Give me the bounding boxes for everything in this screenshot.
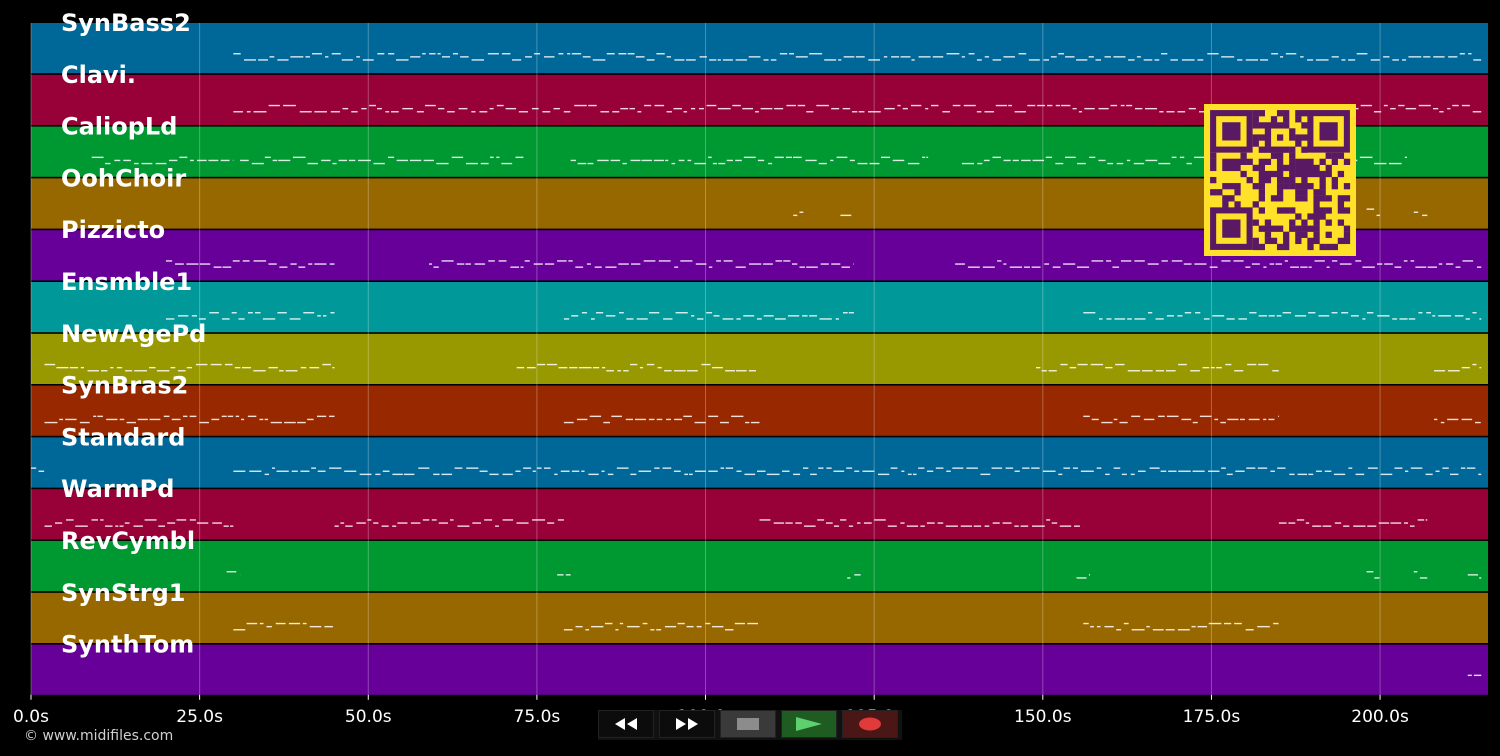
track-label: Pizzicto (61, 216, 165, 244)
play-button[interactable] (781, 710, 837, 738)
time-gridlines (30, 23, 1381, 695)
note-segment (226, 571, 241, 576)
note-segment (847, 574, 861, 579)
stop-icon (737, 718, 759, 730)
note-segment (793, 211, 804, 217)
note-segment (955, 260, 1482, 268)
note-segment (1036, 363, 1279, 372)
tick-label: 200.0s (1351, 707, 1409, 727)
track-lane (31, 489, 1488, 540)
fast-forward-icon (676, 718, 698, 730)
note-segment (428, 260, 854, 268)
track-lane (31, 385, 1488, 436)
note-segment (240, 156, 524, 165)
note-segment (31, 467, 45, 472)
track-lane (31, 333, 1488, 384)
transport-controls (598, 710, 902, 740)
note-segment (1366, 208, 1381, 217)
note-segment (165, 312, 335, 320)
note-segment (759, 519, 1080, 527)
track-label: SynBass2 (61, 9, 191, 37)
note-segment (165, 260, 335, 268)
note-segment (1434, 363, 1482, 372)
note-segment (44, 363, 335, 372)
track-labels: SynBass2 Clavi. CaliopLd OohChoir Pizzicto En… (61, 9, 206, 659)
track-label: Standard (61, 423, 185, 451)
note-segment (233, 467, 1482, 476)
track-label: Ensmble1 (61, 268, 192, 296)
note-segment (1467, 674, 1482, 677)
tick-label: 50.0s (345, 707, 392, 727)
note-segment (570, 156, 929, 165)
note-segment (563, 415, 760, 424)
note-segment (1413, 571, 1428, 579)
track-label: RevCymbl (61, 527, 195, 555)
record-icon (859, 717, 881, 731)
note-segment (1434, 418, 1481, 424)
note-segment (516, 363, 756, 372)
rewind-button[interactable] (598, 710, 654, 738)
tick-label: 175.0s (1183, 707, 1241, 727)
track-label: SynBras2 (61, 372, 188, 400)
note-segment (557, 574, 571, 576)
stop-button[interactable] (720, 710, 776, 738)
rewind-icon (615, 718, 637, 730)
track-lane (31, 23, 1488, 74)
note-segment (91, 156, 234, 165)
play-icon (796, 717, 822, 731)
track-lane (31, 592, 1488, 643)
qr-code[interactable] (1204, 104, 1356, 256)
track-lane (31, 541, 1488, 592)
track-label: NewAgePd (61, 320, 206, 348)
track-lane (31, 437, 1488, 488)
note-segment (1467, 574, 1482, 579)
track-lane (31, 282, 1488, 333)
note-segment (44, 415, 335, 424)
note-segment (1076, 574, 1091, 579)
note-segment (233, 622, 334, 631)
tick-label: 150.0s (1014, 707, 1072, 727)
track-label: SynStrg1 (61, 579, 186, 607)
track-label: SynthTom (61, 631, 194, 659)
note-segment (44, 519, 234, 527)
track-label: OohChoir (61, 164, 186, 192)
note-segment (563, 312, 854, 320)
note-segment (233, 53, 1482, 61)
track-label: Clavi. (61, 61, 136, 89)
track-label: WarmPd (61, 475, 174, 503)
copyright-text: © www.midifiles.com (24, 728, 174, 744)
tick-label: 75.0s (514, 707, 561, 727)
note-segment (840, 214, 852, 217)
note-segment (1413, 211, 1428, 217)
note-segment (1278, 519, 1428, 527)
track-label: CaliopLd (61, 113, 177, 141)
fast-forward-button[interactable] (659, 710, 715, 738)
note-segment (334, 519, 564, 527)
tick-label: 25.0s (176, 707, 223, 727)
note-segment (1083, 415, 1279, 424)
track-lane (31, 644, 1488, 695)
note-segment (563, 622, 759, 631)
tick-label: 0.0s (13, 707, 49, 727)
note-segment (1083, 312, 1482, 320)
note-segment (1366, 571, 1380, 579)
record-button[interactable] (842, 710, 898, 738)
note-segment (1083, 622, 1279, 631)
